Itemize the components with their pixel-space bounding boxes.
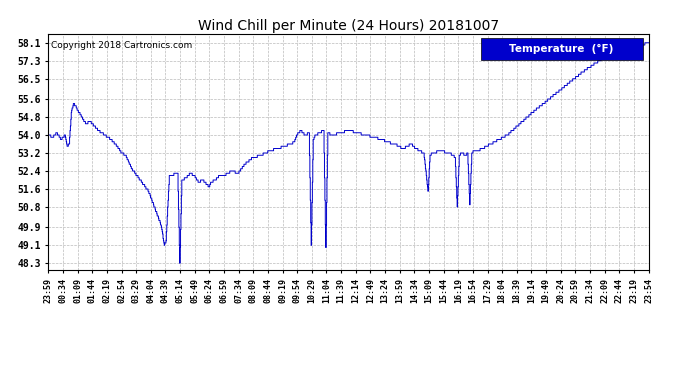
Text: Temperature  (°F): Temperature (°F) xyxy=(509,44,613,54)
Text: Copyright 2018 Cartronics.com: Copyright 2018 Cartronics.com xyxy=(51,41,193,50)
FancyBboxPatch shape xyxy=(480,39,642,60)
Title: Wind Chill per Minute (24 Hours) 20181007: Wind Chill per Minute (24 Hours) 2018100… xyxy=(198,19,499,33)
